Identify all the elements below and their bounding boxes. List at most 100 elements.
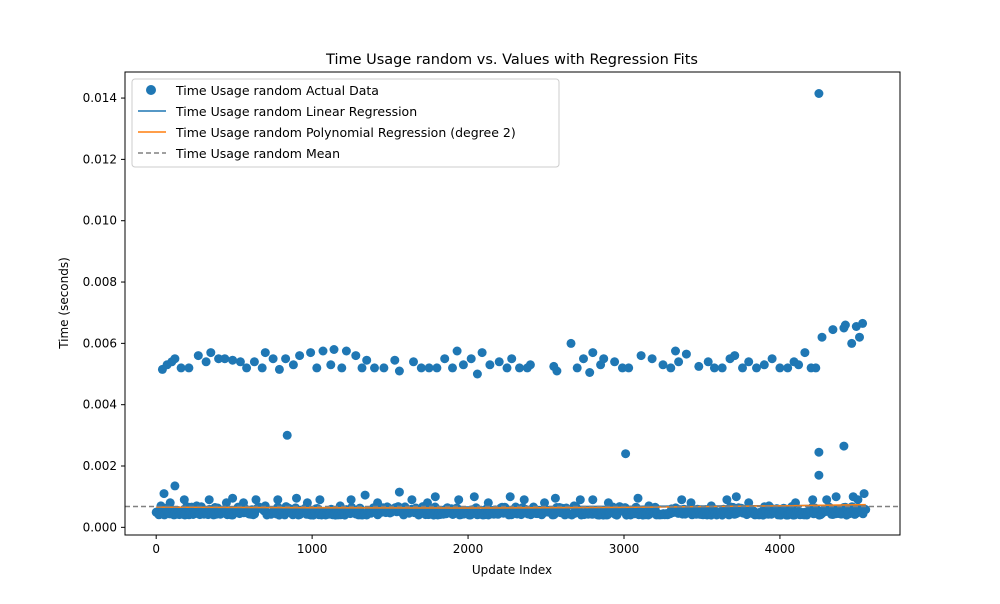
scatter-point bbox=[861, 505, 871, 515]
scatter-point bbox=[814, 89, 824, 98]
scatter-point bbox=[268, 354, 278, 364]
scatter-point bbox=[430, 492, 440, 502]
chart-title: Time Usage random vs. Values with Regres… bbox=[325, 52, 698, 68]
scatter-point bbox=[552, 366, 562, 376]
scatter-point bbox=[588, 495, 598, 505]
scatter-point bbox=[235, 357, 245, 367]
scatter-point bbox=[759, 360, 769, 370]
x-axis: 0 1000 2000 3000 4000 bbox=[152, 535, 795, 556]
scatter-point bbox=[585, 368, 595, 377]
scatter-point bbox=[260, 348, 270, 358]
scatter-point bbox=[170, 354, 180, 364]
scatter-point bbox=[204, 495, 214, 505]
scatter-point bbox=[505, 492, 515, 502]
scatter-point bbox=[502, 363, 512, 373]
scatter-point bbox=[814, 470, 824, 480]
scatter-point bbox=[423, 498, 432, 508]
scatter-point bbox=[214, 354, 224, 364]
legend-box bbox=[131, 78, 560, 168]
scatter-point bbox=[416, 363, 426, 373]
scatter-point bbox=[341, 346, 351, 356]
scatter-point bbox=[828, 325, 838, 335]
scatter-point bbox=[603, 498, 613, 508]
scatter-point bbox=[251, 495, 261, 505]
scatter-point bbox=[357, 363, 367, 373]
scatter-point bbox=[540, 498, 549, 508]
scatter-point bbox=[469, 492, 479, 502]
scatter-point bbox=[176, 363, 186, 373]
x-tick-label: 3000 bbox=[609, 542, 640, 556]
scatter-point bbox=[220, 354, 230, 364]
scatter-point bbox=[738, 363, 747, 373]
y-axis: 0.000 0.002 0.004 0.006 0.008 0.010 0.012 0.014 bbox=[83, 91, 125, 534]
legend-marker-scatter bbox=[146, 85, 156, 95]
scatter-point bbox=[575, 495, 585, 505]
scatter-point bbox=[624, 363, 634, 373]
scatter-point bbox=[694, 361, 704, 371]
scatter-point bbox=[717, 363, 727, 373]
x-axis-label: Update Index bbox=[472, 563, 552, 577]
scatter-point bbox=[379, 363, 389, 373]
scatter-point bbox=[165, 498, 175, 508]
scatter-point bbox=[831, 492, 841, 502]
y-tick-label: 0.000 bbox=[83, 520, 117, 534]
scatter-point bbox=[242, 363, 252, 373]
plot-area bbox=[125, 89, 900, 520]
scatter-point bbox=[184, 363, 194, 373]
scatter-point bbox=[579, 354, 588, 364]
legend-label-scatter: Time Usage random Actual Data bbox=[175, 83, 379, 98]
scatter-point bbox=[458, 360, 468, 370]
scatter-point bbox=[686, 498, 696, 508]
scatter-point bbox=[647, 354, 657, 364]
scatter-point bbox=[494, 357, 504, 367]
scatter-point bbox=[302, 498, 312, 508]
y-axis-label: Time (seconds) bbox=[57, 257, 71, 350]
scatter-point bbox=[519, 495, 529, 505]
plot-frame bbox=[124, 71, 901, 536]
scatter-point bbox=[485, 360, 495, 370]
scatter-point bbox=[730, 351, 740, 361]
scatter-point bbox=[822, 495, 832, 505]
legend-label-poly: Time Usage random Polynomial Regression … bbox=[175, 125, 516, 140]
scatter-point bbox=[472, 369, 482, 379]
y-tick-label: 0.010 bbox=[83, 214, 117, 228]
scatter-point bbox=[170, 481, 180, 491]
scatter-point bbox=[315, 495, 325, 505]
scatter-point bbox=[337, 363, 347, 373]
scatter-point bbox=[326, 360, 336, 370]
scatter-point bbox=[658, 360, 668, 370]
scatter-point bbox=[394, 366, 404, 376]
scatter-point bbox=[390, 355, 400, 365]
scatter-point bbox=[674, 357, 684, 367]
scatter-point bbox=[407, 495, 417, 505]
scatter-point bbox=[221, 498, 231, 508]
scatter-point bbox=[588, 348, 598, 358]
scatter-point bbox=[855, 332, 864, 342]
y-tick-label: 0.002 bbox=[83, 459, 117, 473]
scatter-point bbox=[193, 351, 203, 361]
x-tick-label: 1000 bbox=[297, 542, 328, 556]
scatter-point bbox=[373, 498, 383, 508]
scatter-point bbox=[681, 349, 691, 359]
scatter-point bbox=[452, 346, 462, 356]
y-tick-label: 0.008 bbox=[83, 275, 117, 289]
scatter-point bbox=[477, 348, 487, 358]
scatter-point bbox=[295, 351, 305, 361]
scatter-point bbox=[318, 346, 328, 356]
scatter-point bbox=[847, 338, 857, 348]
scatter-point bbox=[282, 430, 292, 440]
legend-label-mean: Time Usage random Mean bbox=[175, 146, 340, 161]
scatter-point bbox=[483, 498, 493, 508]
scatter-point bbox=[775, 363, 785, 373]
scatter-point bbox=[817, 332, 827, 342]
scatter-point bbox=[633, 493, 643, 503]
scatter-point bbox=[370, 363, 379, 373]
scatter-point bbox=[744, 357, 754, 367]
scatter-point bbox=[507, 354, 517, 364]
scatter-point bbox=[677, 495, 687, 505]
scatter-point bbox=[731, 492, 741, 502]
scatter-point bbox=[703, 357, 713, 367]
scatter-point bbox=[351, 351, 361, 361]
